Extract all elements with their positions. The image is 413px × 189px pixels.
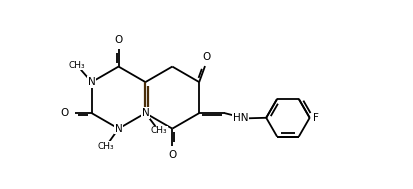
Text: N: N — [114, 124, 122, 134]
Text: O: O — [114, 35, 122, 45]
Text: CH₃: CH₃ — [150, 126, 167, 135]
Text: N: N — [88, 77, 95, 87]
Text: HN: HN — [233, 113, 248, 123]
Text: O: O — [202, 52, 210, 62]
Text: O: O — [61, 108, 69, 118]
Text: CH₃: CH₃ — [69, 61, 85, 70]
Text: N: N — [141, 108, 149, 118]
Text: F: F — [313, 113, 318, 123]
Text: CH₃: CH₃ — [97, 142, 114, 151]
Text: O: O — [168, 150, 176, 160]
